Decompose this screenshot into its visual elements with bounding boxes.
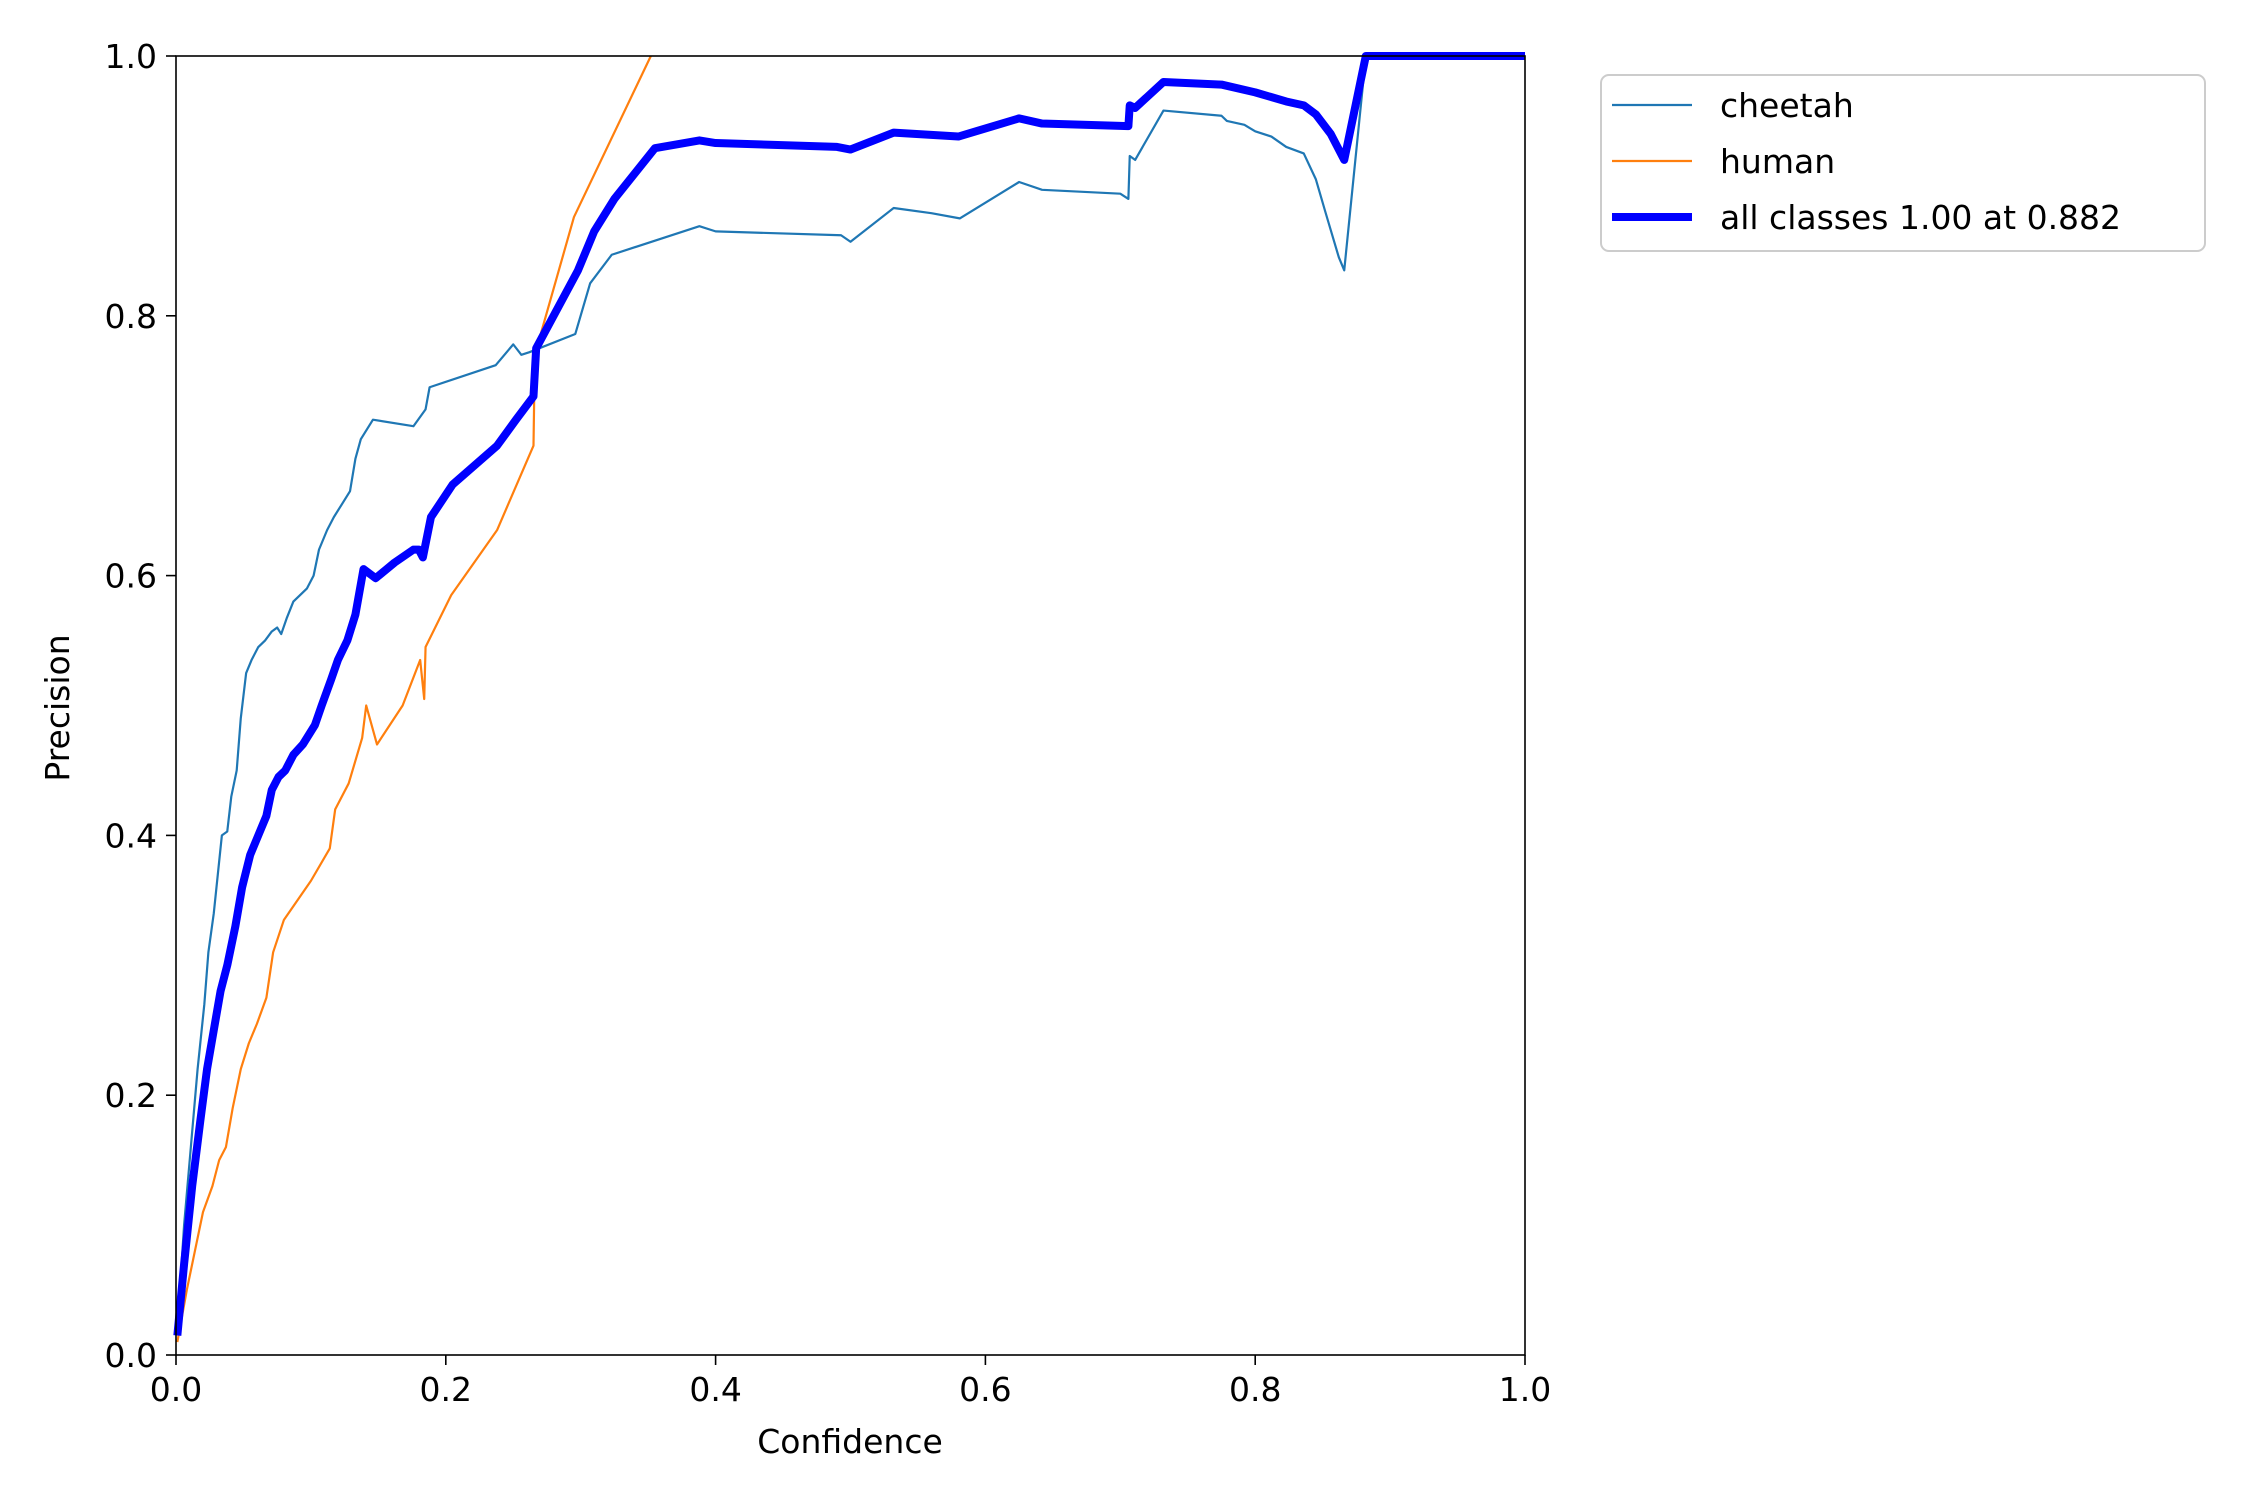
plot-frame	[175, 55, 1526, 1356]
y-tick-label: 0.4	[105, 816, 157, 855]
y-tick-label: 0.8	[105, 297, 157, 336]
legend-entries: cheetah human all classes 1.00 at 0.882	[1612, 86, 2121, 237]
y-tick-label: 0.2	[105, 1076, 157, 1115]
series-line-cheetah	[176, 54, 1525, 1330]
legend-label-cheetah: cheetah	[1720, 86, 1854, 125]
x-tick-label: 0.4	[689, 1370, 741, 1409]
legend-label-human: human	[1720, 142, 1835, 181]
x-axis-label: Confidence	[757, 1422, 943, 1461]
y-tick-label: 0.6	[105, 557, 157, 596]
series-line-human	[176, 55, 652, 1343]
series-line-all-classes-1-00-at-0-882	[173, 52, 1525, 1336]
y-tick-label: 0.0	[105, 1336, 157, 1375]
legend-label-all-classes-1-00-at-0-882: all classes 1.00 at 0.882	[1720, 198, 2121, 237]
y-tick-label: 1.0	[105, 37, 157, 76]
y-axis: 0.0 0.2 0.4 0.6 0.8 1.0	[105, 37, 176, 1375]
x-axis: 0.0 0.2 0.4 0.6 0.8 1.0	[150, 1355, 1551, 1409]
series-layer	[173, 52, 1525, 1343]
x-tick-label: 1.0	[1499, 1370, 1551, 1409]
x-tick-label: 0.8	[1229, 1370, 1281, 1409]
legend-box	[1600, 74, 2206, 252]
x-tick-label: 0.6	[959, 1370, 1011, 1409]
x-tick-label: 0.0	[150, 1370, 202, 1409]
legend: cheetah human all classes 1.00 at 0.882	[1600, 74, 2206, 252]
x-tick-label: 0.2	[420, 1370, 472, 1409]
y-axis-label: Precision	[38, 634, 77, 781]
